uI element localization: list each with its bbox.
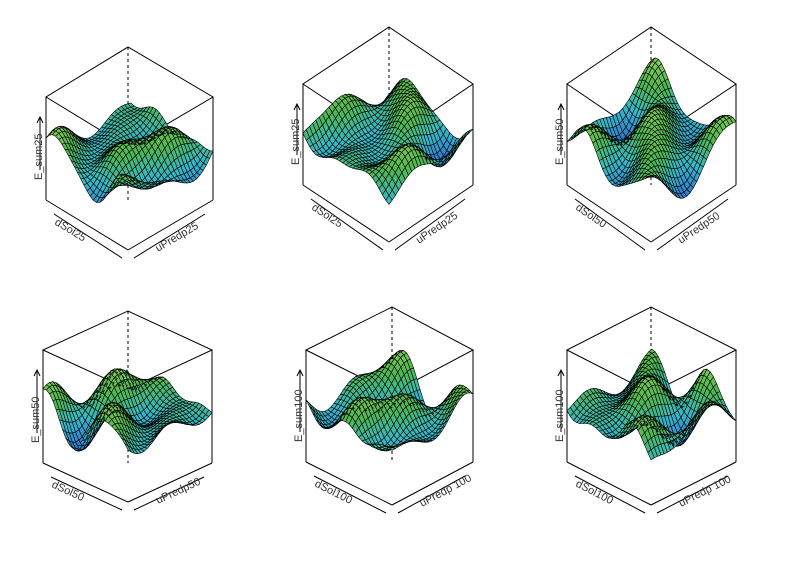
surface-mesh bbox=[306, 350, 473, 451]
x-axis-label: dSol100 bbox=[313, 478, 354, 507]
surface-plot-6: dSol100 uPredp 100 E_sum100 bbox=[554, 307, 736, 513]
y-axis-label: uPredp25 bbox=[153, 220, 200, 255]
y-axis-label: uPredp 100 bbox=[677, 473, 733, 509]
x-axis-label: dSol25 bbox=[52, 216, 87, 244]
x-axis-label: dSol25 bbox=[309, 201, 344, 230]
surface-mesh bbox=[303, 78, 473, 204]
surface-plot-4: dSol50 uPredp50 E_sum50 bbox=[30, 311, 212, 510]
y-axis-label: uPredp50 bbox=[154, 476, 202, 507]
x-axis-label: dSol100 bbox=[574, 478, 615, 507]
y-axis-label: uPredp25 bbox=[414, 210, 460, 247]
surface-mesh bbox=[43, 369, 212, 454]
surface-plot-5: dSol100 uPredp 100 E_sum100 bbox=[293, 307, 474, 513]
surface-cell bbox=[306, 400, 312, 410]
surface-plot-2: dSol25 uPredp25 E_sum25 bbox=[290, 27, 473, 250]
y-axis-label: uPredp 100 bbox=[418, 472, 474, 509]
surface-mesh bbox=[567, 349, 736, 460]
x-axis-label: dSol50 bbox=[50, 479, 86, 504]
z-axis-label: E_sum25 bbox=[290, 119, 302, 165]
surface-plot-1: dSol25 uPredp25 E_sum25 bbox=[33, 47, 213, 258]
surface-mesh bbox=[46, 103, 213, 203]
z-axis-label: E_sum50 bbox=[30, 397, 42, 443]
z-axis-label: E_sum50 bbox=[554, 119, 566, 165]
y-axis-label: uPredp50 bbox=[676, 210, 722, 247]
z-axis-label: E_sum100 bbox=[554, 389, 566, 442]
z-axis-label: E_sum100 bbox=[293, 389, 305, 442]
x-axis-label: dSol50 bbox=[573, 202, 608, 231]
z-axis-label: E_sum25 bbox=[33, 134, 45, 180]
surface-plot-3: dSol50 uPredp50 E_sum50 bbox=[554, 27, 736, 250]
